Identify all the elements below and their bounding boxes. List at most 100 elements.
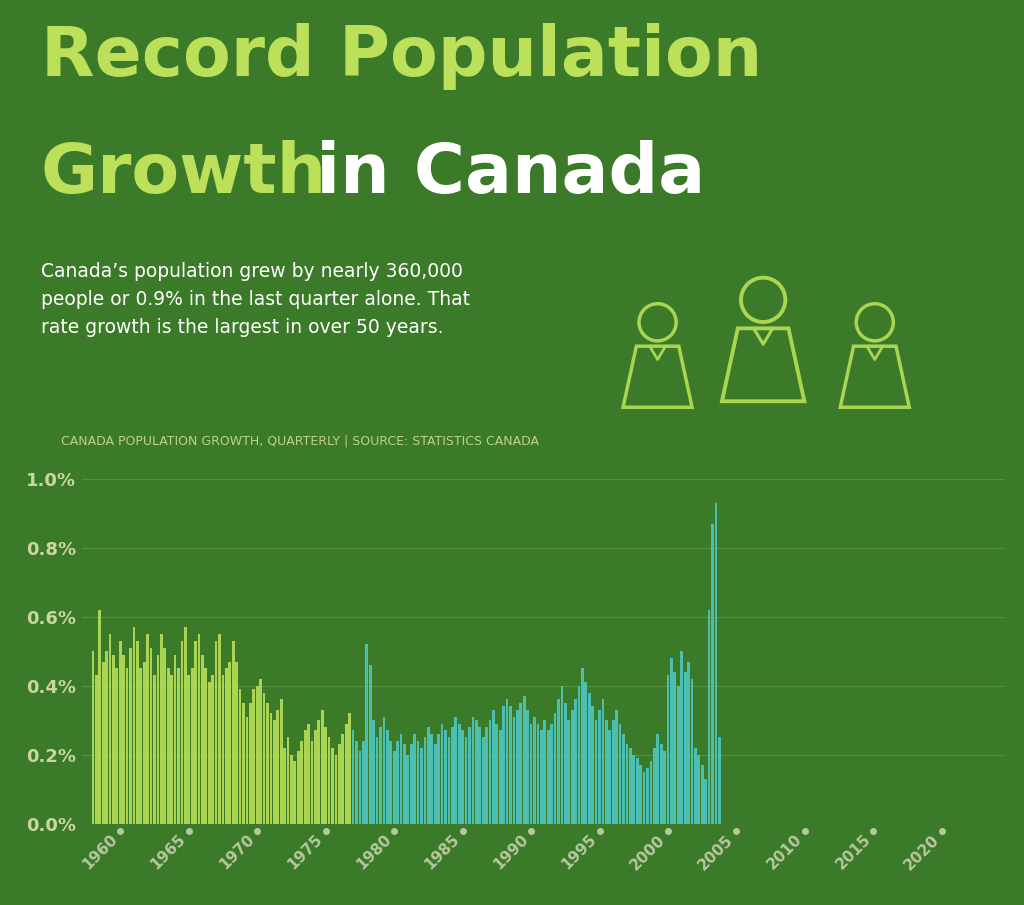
Bar [687, 662, 690, 824]
Bar [430, 734, 433, 824]
Bar [414, 734, 416, 824]
Bar [499, 730, 502, 824]
Bar [629, 748, 632, 824]
Bar [458, 724, 461, 824]
Bar [478, 727, 481, 824]
Bar [653, 748, 655, 824]
Bar [369, 665, 372, 824]
Bar [205, 669, 207, 824]
Bar [331, 748, 334, 824]
Bar [570, 710, 573, 824]
Bar [167, 669, 170, 824]
Bar [636, 758, 639, 824]
Bar [560, 686, 563, 824]
Bar [581, 669, 584, 824]
Bar [697, 755, 700, 824]
Bar [246, 717, 248, 824]
Bar [304, 730, 306, 824]
Bar [471, 717, 474, 824]
Bar [225, 669, 227, 824]
Bar [208, 682, 211, 824]
Bar [228, 662, 231, 824]
Bar [396, 741, 399, 824]
Bar [139, 669, 142, 824]
Bar [557, 700, 560, 824]
Bar [341, 734, 344, 824]
Bar [529, 724, 532, 824]
Bar [109, 634, 112, 824]
Bar [146, 634, 150, 824]
Bar [389, 741, 392, 824]
Bar [649, 761, 652, 824]
Bar [519, 703, 522, 824]
Bar [427, 727, 430, 824]
Bar [574, 700, 577, 824]
Bar [403, 744, 406, 824]
Bar [493, 710, 495, 824]
Text: in Canada: in Canada [292, 140, 706, 207]
Bar [95, 675, 97, 824]
Bar [417, 741, 420, 824]
Bar [468, 727, 471, 824]
Bar [513, 717, 515, 824]
Bar [547, 730, 550, 824]
Bar [174, 654, 176, 824]
Bar [345, 724, 347, 824]
Bar [420, 748, 423, 824]
Bar [164, 648, 166, 824]
Bar [273, 720, 275, 824]
Bar [694, 748, 696, 824]
Bar [263, 692, 265, 824]
Bar [447, 738, 451, 824]
Bar [602, 700, 604, 824]
Bar [680, 652, 683, 824]
Bar [122, 654, 125, 824]
Bar [708, 610, 711, 824]
Bar [297, 751, 300, 824]
Bar [564, 703, 566, 824]
Bar [588, 692, 591, 824]
Bar [239, 689, 242, 824]
Bar [105, 652, 108, 824]
Bar [451, 727, 454, 824]
Bar [626, 744, 629, 824]
Bar [143, 662, 145, 824]
Bar [187, 675, 190, 824]
Bar [383, 717, 385, 824]
Bar [677, 686, 680, 824]
Bar [509, 706, 512, 824]
Bar [667, 675, 670, 824]
Bar [335, 755, 337, 824]
Bar [534, 717, 536, 824]
Bar [177, 669, 180, 824]
Bar [218, 634, 221, 824]
Bar [615, 710, 618, 824]
Bar [386, 730, 389, 824]
Bar [215, 641, 217, 824]
Bar [321, 710, 324, 824]
Bar [170, 675, 173, 824]
Bar [567, 720, 570, 824]
Bar [544, 720, 546, 824]
Text: Canada’s population grew by nearly 360,000
people or 0.9% in the last quarter al: Canada’s population grew by nearly 360,0… [41, 262, 470, 338]
Bar [410, 744, 413, 824]
Bar [639, 765, 642, 824]
Bar [434, 744, 436, 824]
Bar [366, 644, 368, 824]
Bar [379, 727, 382, 824]
Bar [348, 713, 351, 824]
Bar [101, 662, 104, 824]
Bar [373, 720, 375, 824]
Bar [643, 772, 645, 824]
Bar [284, 748, 286, 824]
Bar [355, 741, 357, 824]
Bar [503, 706, 505, 824]
Bar [618, 724, 622, 824]
Bar [160, 634, 163, 824]
Bar [376, 738, 379, 824]
Bar [132, 627, 135, 824]
Bar [154, 675, 156, 824]
Bar [310, 741, 313, 824]
Bar [437, 734, 440, 824]
Bar [119, 641, 122, 824]
